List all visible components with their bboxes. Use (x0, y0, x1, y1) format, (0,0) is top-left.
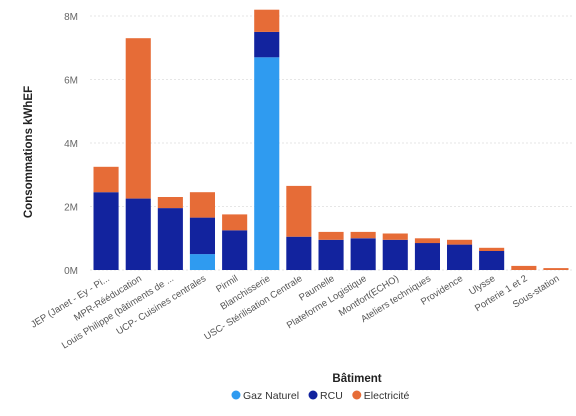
y-tick-label: 0M (64, 266, 78, 277)
bar-segment (511, 265, 537, 270)
x-axis-title: Bâtiment (332, 373, 381, 385)
y-tick-label: 2M (64, 203, 78, 214)
y-tick-label: 8M (64, 12, 78, 23)
bar-segment (447, 244, 473, 270)
bar-segment (125, 198, 151, 270)
bar-segment (93, 192, 119, 270)
bar-segment (125, 38, 151, 199)
legend-marker (231, 390, 241, 400)
bar-segment (414, 238, 440, 244)
bar-segment (318, 239, 344, 270)
bar-segment (157, 197, 183, 209)
legend: Gaz Naturel RCU Electricité (231, 390, 410, 402)
x-axis-ticks: JEP (Janet - Ey - Pi...MPR-RééducationLo… (29, 273, 561, 351)
bar-segment (447, 239, 473, 245)
legend-marker (352, 390, 362, 400)
bar-segment (254, 57, 280, 270)
bar-segment (157, 208, 183, 270)
bar-segment (189, 192, 215, 218)
legend-marker (308, 390, 318, 400)
bar-segment (93, 166, 119, 193)
bar-segment (479, 247, 505, 251)
bar-segment (254, 31, 280, 58)
bars (93, 9, 569, 271)
bar-segment (350, 231, 376, 239)
bar-segment (189, 217, 215, 255)
y-tick-label: 4M (64, 139, 78, 150)
y-axis-ticks: 0M 2M 4M 6M 8M (64, 12, 78, 277)
bar-segment (479, 250, 505, 270)
bar-segment (286, 185, 312, 237)
legend-label: Electricité (364, 390, 410, 402)
bar-segment (382, 233, 408, 240)
bar-segment (222, 230, 248, 270)
bar-segment (543, 268, 569, 270)
legend-label: Gaz Naturel (243, 390, 299, 402)
bar-segment (414, 243, 440, 270)
bar-segment (318, 231, 344, 240)
bar-segment (222, 214, 248, 231)
bar-segment (286, 236, 312, 270)
bar-segment (189, 254, 215, 270)
bar-segment (382, 239, 408, 270)
bar-segment (254, 9, 280, 32)
y-tick-label: 6M (64, 76, 78, 87)
bar-segment (350, 238, 376, 271)
y-axis-title: Consommations kWhEF (23, 86, 35, 218)
legend-label: RCU (320, 390, 343, 402)
